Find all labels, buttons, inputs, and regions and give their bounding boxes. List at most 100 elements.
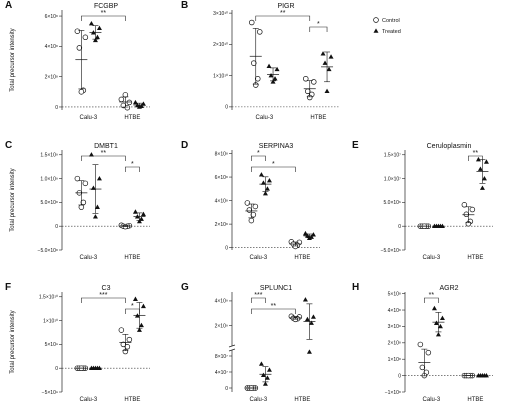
treated-point bbox=[92, 37, 98, 43]
control-point bbox=[82, 34, 89, 41]
significance-label: *** bbox=[254, 292, 262, 299]
control-point bbox=[419, 364, 426, 371]
y-tick-label: 0 bbox=[55, 105, 58, 111]
treated-point bbox=[96, 25, 102, 30]
treated-point bbox=[435, 332, 441, 337]
treated-point bbox=[266, 63, 272, 69]
y-tick-label: −5.0×10⁸ bbox=[38, 248, 58, 254]
treated-point bbox=[320, 51, 326, 56]
treated-point bbox=[326, 66, 332, 72]
treated-point bbox=[96, 175, 102, 181]
y-tick-label: 4×10⁸ bbox=[388, 308, 401, 314]
treated-point bbox=[138, 322, 144, 328]
control-point bbox=[124, 104, 131, 111]
treated-point bbox=[140, 211, 146, 217]
control-point bbox=[461, 202, 468, 208]
legend-treated-marker bbox=[373, 28, 379, 33]
category-label: Calu-3 bbox=[80, 397, 98, 403]
y-axis-title: Total precursor intensity bbox=[10, 28, 16, 91]
treated-point bbox=[439, 315, 445, 321]
y-tick-label: 6×10⁸ bbox=[215, 175, 228, 181]
y-tick-label: 8×10⁷ bbox=[215, 354, 228, 360]
control-point bbox=[250, 211, 257, 218]
treated-point bbox=[140, 303, 146, 309]
category-label: HTBE bbox=[310, 115, 326, 121]
significance-bracket bbox=[81, 15, 126, 21]
category-label: Calu-3 bbox=[423, 397, 441, 403]
panel-title: FCGBP bbox=[94, 3, 118, 10]
y-tick-label: 1.5×10¹⁰ bbox=[39, 295, 58, 301]
control-point bbox=[244, 200, 251, 206]
treated-point bbox=[310, 232, 316, 237]
control-point bbox=[251, 60, 257, 66]
panel-a: 0 2×10⁸ 4×10⁸ 6×10⁸ A FCGBP Calu-3 HTBE ** bbox=[5, 0, 150, 121]
y-tick-label: 0 bbox=[55, 224, 58, 230]
y-tick-label: 4×10⁹ bbox=[215, 299, 228, 305]
treated-point bbox=[268, 73, 274, 78]
y-tick-label: 2×10⁸ bbox=[215, 222, 228, 228]
control-point bbox=[425, 349, 432, 356]
significance-bracket bbox=[468, 155, 483, 161]
treated-point bbox=[306, 349, 312, 354]
y-tick-label: 0 bbox=[225, 245, 228, 251]
treated-point bbox=[479, 373, 485, 378]
control-point bbox=[248, 217, 255, 224]
treated-point bbox=[437, 323, 443, 329]
control-point bbox=[120, 102, 127, 109]
control-point bbox=[252, 203, 259, 210]
treated-point bbox=[260, 180, 266, 185]
treated-point bbox=[475, 156, 481, 162]
control-point bbox=[124, 344, 131, 350]
panel-title: SERPINA3 bbox=[259, 143, 294, 150]
control-point bbox=[74, 175, 81, 182]
control-point bbox=[80, 199, 87, 206]
treated-point bbox=[272, 76, 278, 81]
y-tick-label: 3×10¹⁰ bbox=[213, 11, 228, 17]
category-label: HTBE bbox=[294, 397, 310, 403]
panel-letter: A bbox=[5, 0, 12, 11]
significance-label: * bbox=[317, 21, 320, 28]
treated-point bbox=[302, 297, 308, 302]
treated-point bbox=[258, 172, 264, 177]
treated-point bbox=[92, 214, 98, 219]
panel-h: −1×10⁸ 0 1×10⁸ 2×10⁸ 3×10⁸ 4×10⁸ 5×10⁸ H AGR2 Cal… bbox=[352, 282, 493, 403]
y-tick-label: 1.5×10⁷ bbox=[384, 153, 401, 159]
panel-letter: H bbox=[352, 282, 359, 293]
significance-bracket bbox=[424, 297, 439, 303]
significance-label: ** bbox=[280, 10, 286, 17]
significance-bracket bbox=[255, 15, 311, 21]
treated-point bbox=[266, 177, 272, 183]
y-tick-label: 5×10⁸ bbox=[388, 291, 401, 297]
y-tick-label: 5×10⁹ bbox=[45, 342, 58, 348]
treated-point bbox=[324, 88, 330, 94]
control-point bbox=[463, 211, 470, 218]
category-label: HTBE bbox=[124, 255, 140, 261]
treated-point bbox=[92, 365, 98, 370]
significance-bracket bbox=[125, 308, 140, 314]
control-point bbox=[74, 28, 81, 34]
y-tick-label: 2×10⁹ bbox=[215, 323, 228, 329]
category-label: Calu-3 bbox=[80, 255, 98, 261]
significance-label: ** bbox=[473, 150, 479, 157]
significance-label: ** bbox=[429, 292, 435, 299]
significance-bracket bbox=[251, 166, 296, 172]
treated-point bbox=[88, 152, 94, 157]
significance-label: ** bbox=[101, 10, 107, 17]
treated-point bbox=[136, 327, 142, 332]
treated-point bbox=[94, 204, 100, 209]
y-tick-label: 3×10⁸ bbox=[388, 324, 401, 330]
significance-bracket bbox=[125, 166, 140, 172]
category-label: HTBE bbox=[294, 255, 310, 261]
control-point bbox=[120, 341, 127, 348]
treated-point bbox=[88, 21, 94, 26]
panel-letter: F bbox=[5, 282, 11, 293]
treated-point bbox=[134, 214, 140, 219]
control-point bbox=[255, 75, 261, 82]
significance-bracket bbox=[309, 26, 328, 32]
panel-g: 0 4×10⁷ 8×10⁷ 2×10⁹ 4×10⁹ G SPLUNC1 Calu-3 HTBE *… bbox=[181, 282, 316, 403]
control-point bbox=[78, 89, 85, 95]
control-point bbox=[249, 19, 255, 26]
treated-point bbox=[328, 54, 334, 59]
legend-control-label: Control bbox=[382, 18, 400, 24]
